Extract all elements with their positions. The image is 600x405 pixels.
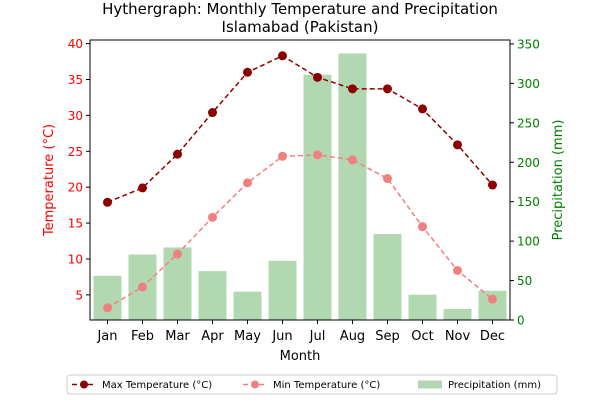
min-temp-point-oct xyxy=(418,222,427,232)
x-tick-label: Jun xyxy=(271,329,292,344)
y-left-tick-label: 20 xyxy=(68,181,83,195)
legend-label-max-temp: Max Temperature (°C) xyxy=(102,380,212,391)
y-right-tick-label: 100 xyxy=(517,235,540,249)
precipitation-bar-apr xyxy=(198,271,227,320)
max-temp-point-jan xyxy=(103,197,112,207)
max-temp-point-jul xyxy=(313,72,322,82)
precipitation-bar-jun xyxy=(268,260,297,320)
precipitation-bars xyxy=(93,53,507,320)
x-tick-label: Jan xyxy=(96,329,117,344)
y-left-tick-label: 10 xyxy=(68,252,83,266)
legend-frame xyxy=(66,374,558,395)
y-left-tick-label: 5 xyxy=(75,288,83,302)
y-axis-left-label: Temperature (°C) xyxy=(42,124,57,237)
min-temp-point-feb xyxy=(138,282,147,292)
legend-label-precipitation: Precipitation (mm) xyxy=(448,380,541,391)
legend-marker-max-temp xyxy=(80,380,88,389)
legend-label-min-temp: Min Temperature (°C) xyxy=(273,380,380,391)
precipitation-bar-sep xyxy=(373,234,402,320)
precipitation-bar-mar xyxy=(163,247,192,320)
y-right-tick-label: 150 xyxy=(517,195,540,209)
chart-legend: Max Temperature (°C) Min Temperature (°C)… xyxy=(66,374,558,395)
y-axis-right-label: Precipitation (mm) xyxy=(551,120,566,241)
y-right-tick-label: 50 xyxy=(517,274,532,288)
min-temp-point-mar xyxy=(173,249,182,259)
x-tick-label: Aug xyxy=(340,329,365,344)
x-tick-label: Oct xyxy=(411,329,433,344)
max-temp-point-sep xyxy=(383,84,392,94)
x-tick-label: Apr xyxy=(201,329,224,344)
plot-frame xyxy=(89,39,511,321)
max-temp-point-oct xyxy=(418,104,427,114)
chart-title: Hythergraph: Monthly Temperature and Pre… xyxy=(102,0,498,18)
precipitation-bar-aug xyxy=(338,53,367,320)
max-temp-line xyxy=(107,54,494,203)
y-left-tick-label: 15 xyxy=(68,217,83,231)
x-tick-label: May xyxy=(234,329,261,344)
min-temp-point-apr xyxy=(208,212,217,222)
max-temp-point-may xyxy=(243,67,252,77)
x-tick-label: Dec xyxy=(480,329,505,344)
min-temp-point-aug xyxy=(348,155,357,165)
x-tick-label: Feb xyxy=(131,329,154,344)
y-right-tick-label: 300 xyxy=(517,77,540,91)
y-axis-right: 0 50 100 150 200 250 300 350 xyxy=(510,37,540,328)
x-tick-label: Sep xyxy=(375,329,400,344)
min-temp-line xyxy=(107,154,493,309)
min-temp-point-jan xyxy=(103,303,112,313)
max-temp-point-apr xyxy=(208,108,217,118)
x-axis: Jan Feb Mar Apr May Jun Jul Aug Sep Oct Nov Dec xyxy=(96,320,505,344)
y-left-tick-label: 35 xyxy=(68,73,83,87)
min-temp-point-sep xyxy=(383,174,392,184)
x-tick-label: Mar xyxy=(165,329,190,344)
min-temp-point-may xyxy=(243,178,252,188)
min-temp-point-nov xyxy=(453,265,462,275)
x-axis-label: Month xyxy=(280,349,321,364)
precipitation-bar-jan xyxy=(93,275,122,320)
precipitation-bar-nov xyxy=(443,308,472,320)
x-tick-label: Nov xyxy=(445,329,471,344)
y-right-tick-label: 200 xyxy=(517,156,540,170)
temperature-lines xyxy=(103,51,497,313)
max-temp-point-dec xyxy=(488,180,497,190)
precipitation-bar-jul xyxy=(303,74,332,320)
y-right-tick-label: 0 xyxy=(517,314,525,328)
y-left-tick-label: 25 xyxy=(68,145,83,159)
y-left-tick-label: 40 xyxy=(68,37,83,51)
precipitation-bar-oct xyxy=(408,294,437,320)
min-temp-point-jul xyxy=(313,150,322,160)
legend-marker-min-temp xyxy=(251,380,259,389)
y-right-tick-label: 350 xyxy=(517,37,540,51)
max-temp-point-mar xyxy=(173,149,182,159)
chart-subtitle: Islamabad (Pakistan) xyxy=(222,18,379,36)
x-tick-label: Jul xyxy=(309,329,326,344)
precipitation-bar-may xyxy=(233,291,262,320)
legend-swatch-precipitation xyxy=(418,380,442,389)
max-temp-point-feb xyxy=(138,183,147,193)
max-temp-point-aug xyxy=(348,84,357,94)
min-temp-point-jun xyxy=(278,151,287,161)
y-left-tick-label: 30 xyxy=(68,109,83,123)
min-temp-point-dec xyxy=(488,294,497,304)
y-right-tick-label: 250 xyxy=(517,116,540,130)
y-axis-left: 5 10 15 20 25 30 35 40 xyxy=(68,37,90,302)
max-temp-point-jun xyxy=(278,51,287,61)
max-temp-point-nov xyxy=(453,140,462,150)
